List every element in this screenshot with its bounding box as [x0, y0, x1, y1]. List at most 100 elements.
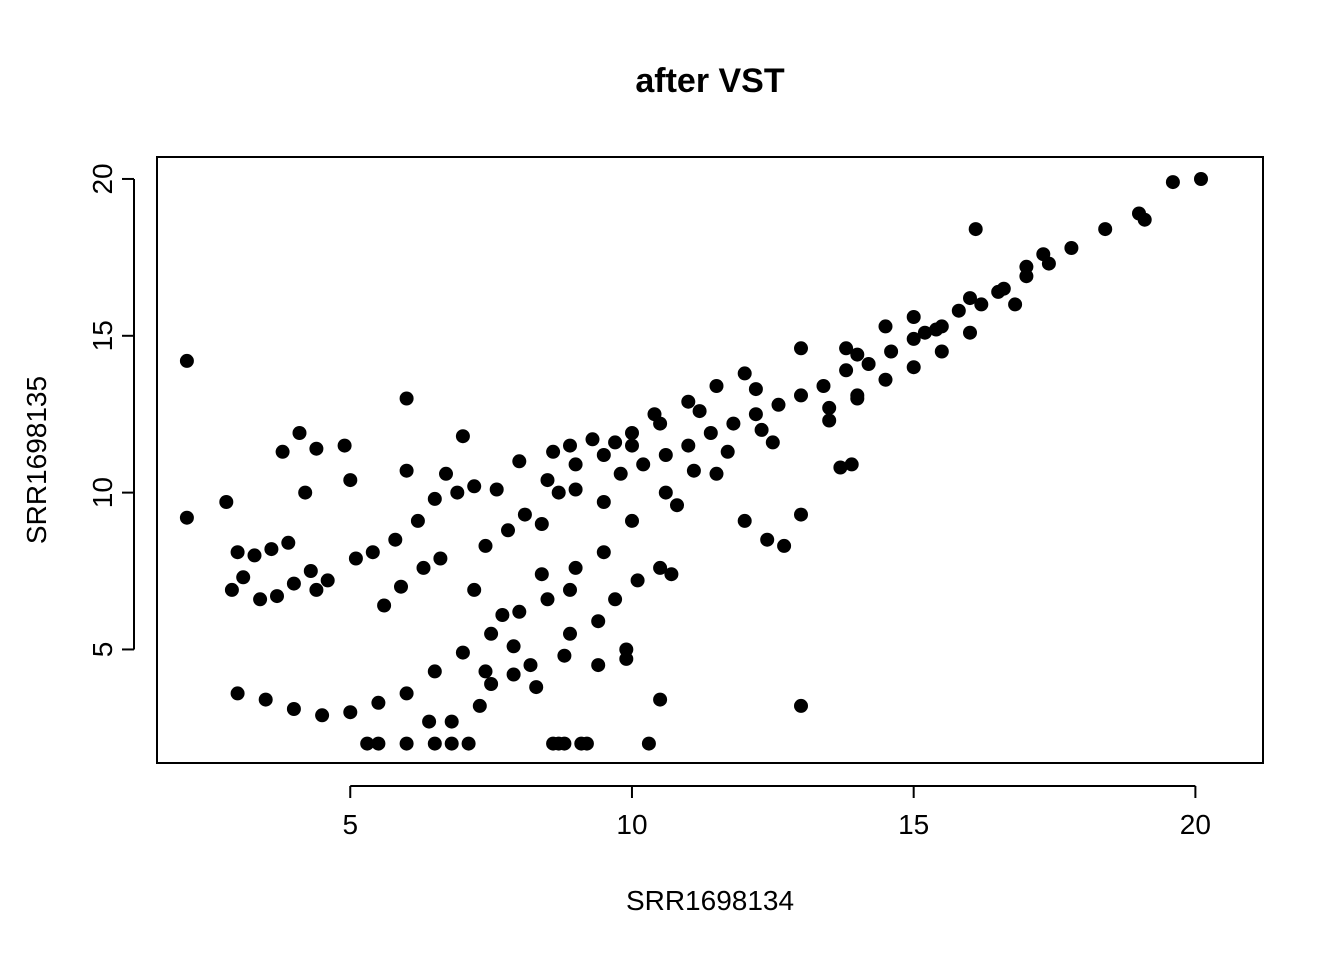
data-point [906, 310, 921, 324]
data-point [439, 466, 453, 481]
data-point [489, 482, 504, 497]
data-point [1008, 297, 1023, 312]
data-point [270, 589, 284, 604]
data-point [822, 400, 837, 415]
data-point [371, 736, 386, 751]
data-point [371, 695, 386, 710]
data-point [219, 495, 234, 509]
data-point [658, 448, 673, 462]
data-point [1194, 172, 1208, 186]
data-point [427, 491, 442, 506]
data-point [478, 538, 493, 553]
data-point [534, 517, 549, 531]
data-point [506, 667, 521, 682]
data-point [416, 560, 431, 575]
data-point [596, 545, 611, 560]
data-point [653, 692, 668, 707]
data-point [337, 438, 352, 453]
data-point [264, 542, 279, 557]
data-point [343, 473, 358, 488]
data-point [286, 702, 301, 716]
data-point [568, 482, 583, 497]
data-point [963, 291, 977, 306]
y-tick-label: 20 [87, 163, 118, 194]
data-point [546, 444, 561, 459]
data-point [399, 736, 414, 751]
data-point [737, 366, 752, 381]
data-point [664, 567, 679, 582]
data-point [365, 545, 380, 560]
data-point [968, 222, 983, 237]
data-point [320, 573, 335, 588]
data-point [794, 698, 808, 713]
x-axis-label: SRR1698134 [626, 885, 794, 916]
data-point [179, 510, 194, 525]
data-point [563, 582, 577, 597]
data-point [281, 535, 296, 550]
data-point [777, 538, 792, 553]
data-point [630, 573, 645, 588]
data-point [906, 360, 921, 375]
data-point [563, 626, 577, 641]
data-point [974, 297, 989, 312]
data-point [399, 391, 414, 406]
data-point [557, 648, 572, 663]
data-point [574, 736, 589, 751]
data-point [410, 513, 425, 528]
data-point [839, 363, 854, 378]
data-point [884, 344, 899, 359]
y-axis-label: SRR1698135 [21, 376, 52, 544]
data-point [467, 479, 482, 494]
data-point [906, 331, 921, 346]
data-point [253, 592, 268, 607]
data-point [703, 426, 718, 440]
data-point [461, 736, 476, 751]
data-point [230, 545, 245, 560]
data-point [596, 495, 611, 509]
data-point [878, 372, 893, 387]
data-point [495, 608, 510, 622]
data-point [917, 325, 932, 340]
data-point [484, 626, 499, 641]
data-point [822, 413, 837, 428]
data-point [996, 281, 1011, 296]
data-point [585, 432, 600, 447]
data-point [529, 680, 544, 695]
data-point [399, 686, 414, 701]
data-point [427, 736, 442, 751]
data-point [523, 658, 538, 673]
data-point [681, 394, 696, 409]
data-point [737, 513, 752, 528]
data-point [286, 576, 301, 591]
data-point [641, 736, 656, 751]
data-point [670, 498, 684, 513]
data-point [303, 564, 318, 578]
data-point [625, 438, 639, 453]
data-point [230, 686, 245, 701]
chart-title: after VST [635, 62, 784, 100]
data-point [568, 560, 583, 575]
data-point [692, 404, 707, 419]
data-point [309, 582, 324, 597]
data-point [608, 592, 623, 607]
data-point [861, 357, 876, 371]
data-point [540, 592, 555, 607]
data-point [394, 579, 408, 594]
data-point [720, 444, 735, 459]
data-point [833, 460, 848, 475]
data-points [179, 172, 1208, 751]
data-point [681, 438, 696, 453]
data-point [444, 736, 459, 751]
data-point [653, 416, 668, 431]
data-point [951, 303, 966, 318]
data-point [534, 567, 549, 582]
data-point [512, 454, 527, 469]
data-point [444, 714, 459, 729]
x-tick-label: 5 [342, 809, 358, 840]
y-tick-label: 15 [87, 320, 118, 351]
data-point [686, 463, 701, 478]
data-point [298, 485, 313, 500]
data-point [1098, 222, 1113, 237]
